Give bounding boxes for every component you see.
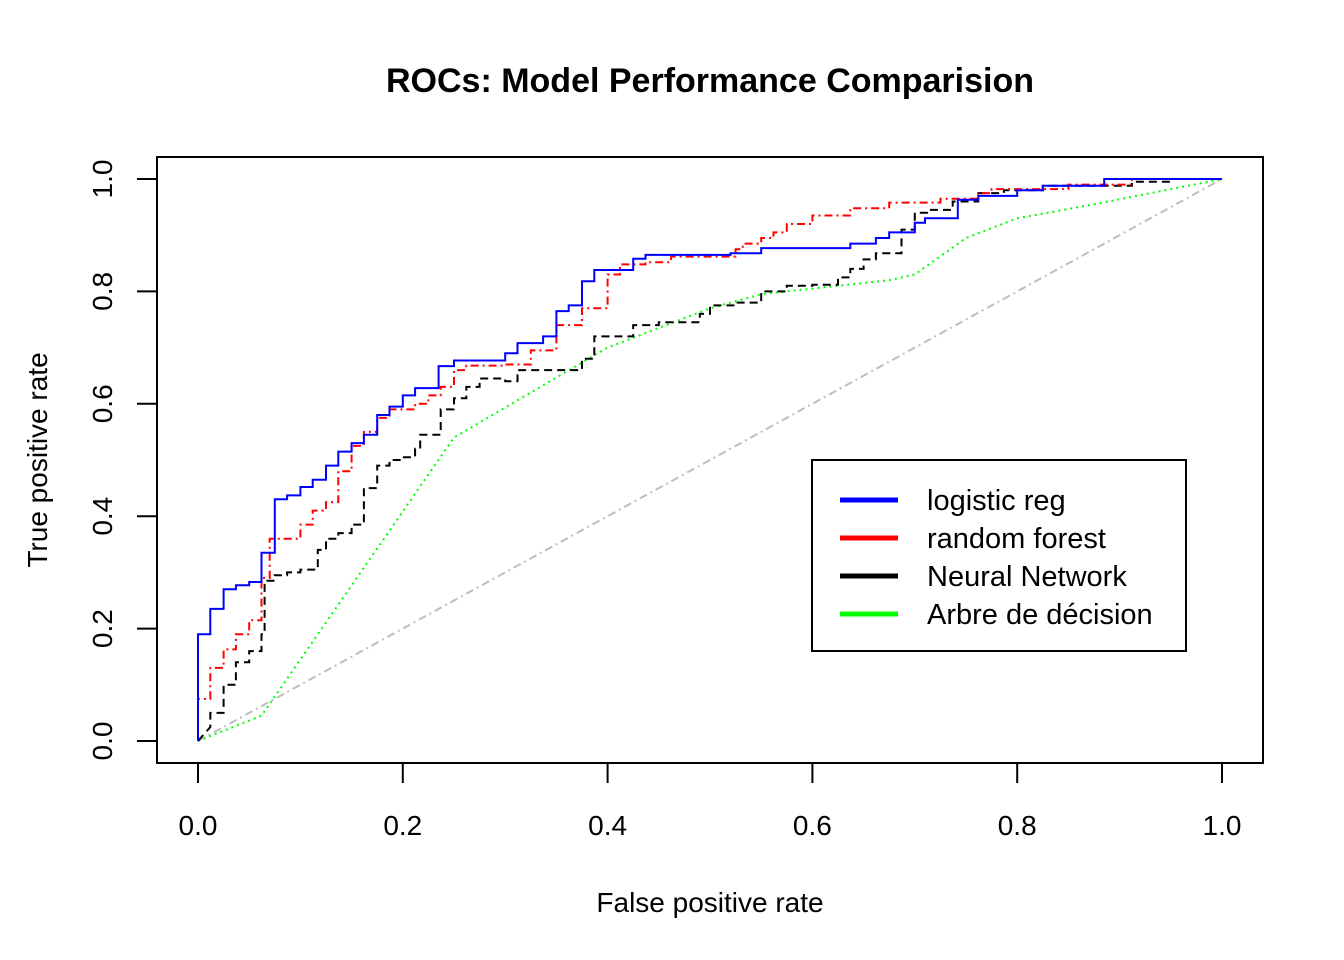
legend: logistic reg random forest Neural Network A… <box>811 459 1187 652</box>
legend-label: random forest <box>927 523 1106 555</box>
legend-label: Neural Network <box>927 561 1127 593</box>
series-line-chance-diagonal <box>197 178 1223 742</box>
y-tick-label: 0.2 <box>87 609 118 648</box>
series-line-neural-network <box>197 178 1222 742</box>
y-tick-label: 0.0 <box>87 722 118 761</box>
y-tick-label: 0.6 <box>87 384 118 423</box>
legend-label: Arbre de décision <box>927 599 1153 631</box>
x-tick-label: 1.0 <box>1203 810 1242 841</box>
x-tick-label: 0.0 <box>179 810 218 841</box>
x-axis: 0.0 0.2 0.4 0.6 0.8 1.0 <box>179 762 1242 841</box>
series-layer <box>197 178 1223 742</box>
series-line-arbre-de-d-cision <box>197 178 1223 742</box>
y-axis: 0.0 0.2 0.4 0.6 0.8 1.0 <box>87 160 158 761</box>
x-tick-label: 0.4 <box>588 810 627 841</box>
chart-title: ROCs: Model Performance Comparision <box>386 62 1034 100</box>
x-tick-label: 0.2 <box>383 810 422 841</box>
x-tick-label: 0.8 <box>998 810 1037 841</box>
series-line-logistic-reg <box>197 178 1222 741</box>
y-tick-label: 1.0 <box>87 160 118 199</box>
y-tick-label: 0.8 <box>87 272 118 311</box>
legend-box <box>811 459 1187 652</box>
series-line-random-forest <box>197 178 1222 741</box>
legend-label: logistic reg <box>927 485 1066 517</box>
x-axis-label: False positive rate <box>596 887 823 918</box>
x-tick-label: 0.6 <box>793 810 832 841</box>
y-tick-label: 0.4 <box>87 497 118 536</box>
y-axis-label: True positive rate <box>22 352 53 567</box>
